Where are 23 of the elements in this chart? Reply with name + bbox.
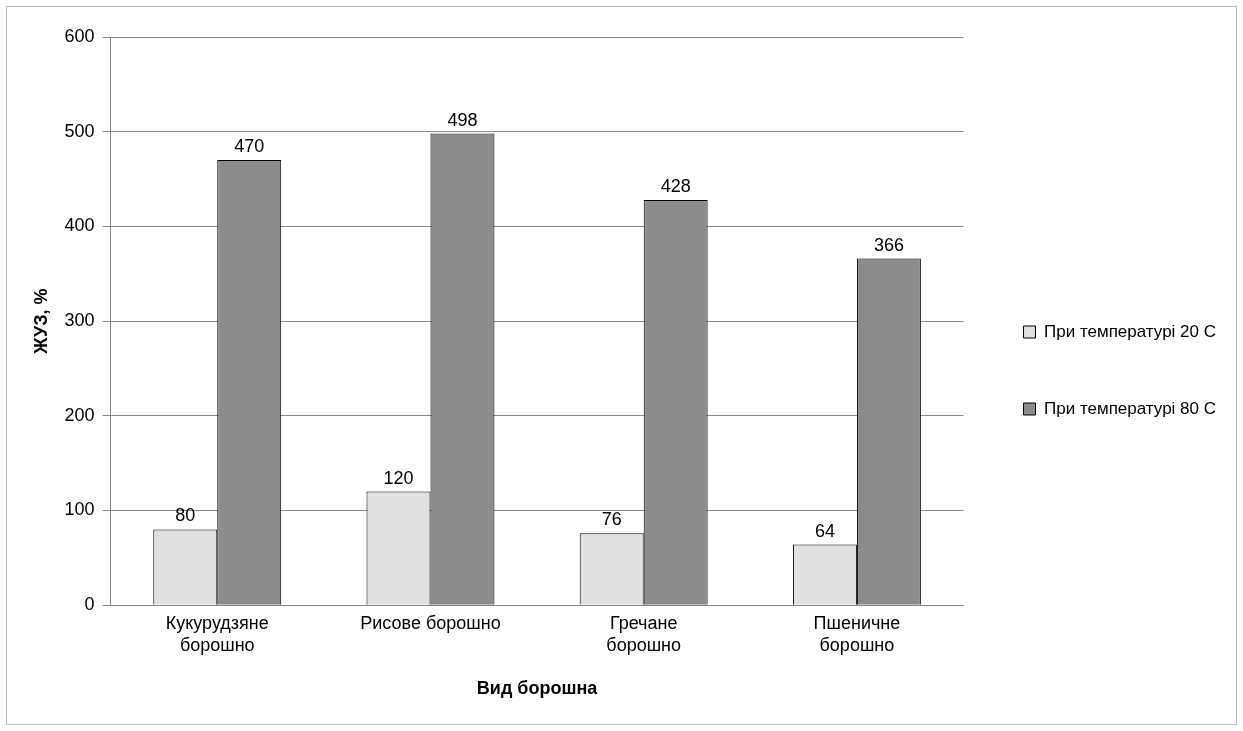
y-tick-label: 200 xyxy=(64,404,95,425)
y-tick-label: 300 xyxy=(64,310,95,331)
y-tick-label: 0 xyxy=(84,594,95,615)
data-label: 64 xyxy=(814,520,835,541)
y-tick-label: 400 xyxy=(64,215,95,236)
y-tick-label: 500 xyxy=(64,120,95,141)
legend-label: При температурі 20 С xyxy=(1044,321,1217,341)
x-tick-label: Пшеничне борошно xyxy=(813,612,901,655)
y-tick-label: 600 xyxy=(64,25,95,46)
y-tick-label: 100 xyxy=(64,499,95,520)
data-label: 428 xyxy=(660,175,691,196)
y-axis-title: ЖУЗ, % xyxy=(30,288,51,355)
x-axis-title: Вид борошна xyxy=(476,678,599,699)
data-label: 366 xyxy=(873,234,904,255)
data-label: 120 xyxy=(383,467,414,488)
data-label: 76 xyxy=(601,509,622,530)
x-tick-label: Гречане борошно xyxy=(606,612,682,655)
legend-label: При температурі 80 С xyxy=(1044,398,1217,418)
x-tick-label: Рисове борошно xyxy=(360,612,501,633)
x-tick-label: Кукурудзяне борошно xyxy=(165,612,269,655)
data-label: 470 xyxy=(234,136,265,157)
data-label: 80 xyxy=(175,505,196,526)
data-label: 498 xyxy=(447,109,478,130)
